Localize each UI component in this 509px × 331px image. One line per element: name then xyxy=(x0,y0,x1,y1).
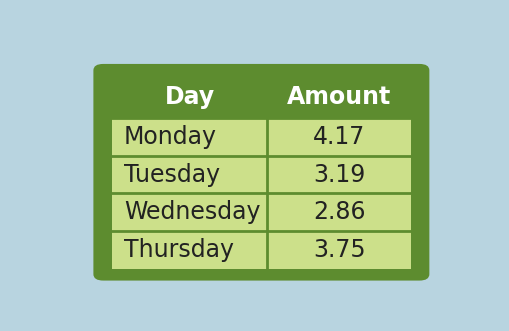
Text: Wednesday: Wednesday xyxy=(124,200,260,224)
Text: Thursday: Thursday xyxy=(124,238,233,262)
Text: 4.17: 4.17 xyxy=(313,125,364,149)
Bar xyxy=(112,118,410,156)
Text: Monday: Monday xyxy=(124,125,216,149)
Text: 2.86: 2.86 xyxy=(312,200,364,224)
Bar xyxy=(112,193,410,231)
Text: Day: Day xyxy=(164,85,214,109)
Bar xyxy=(112,156,410,193)
Text: 3.75: 3.75 xyxy=(312,238,364,262)
Bar xyxy=(112,231,410,268)
Text: Tuesday: Tuesday xyxy=(124,163,219,187)
Text: Amount: Amount xyxy=(287,85,390,109)
FancyBboxPatch shape xyxy=(93,64,429,281)
Text: 3.19: 3.19 xyxy=(313,163,364,187)
